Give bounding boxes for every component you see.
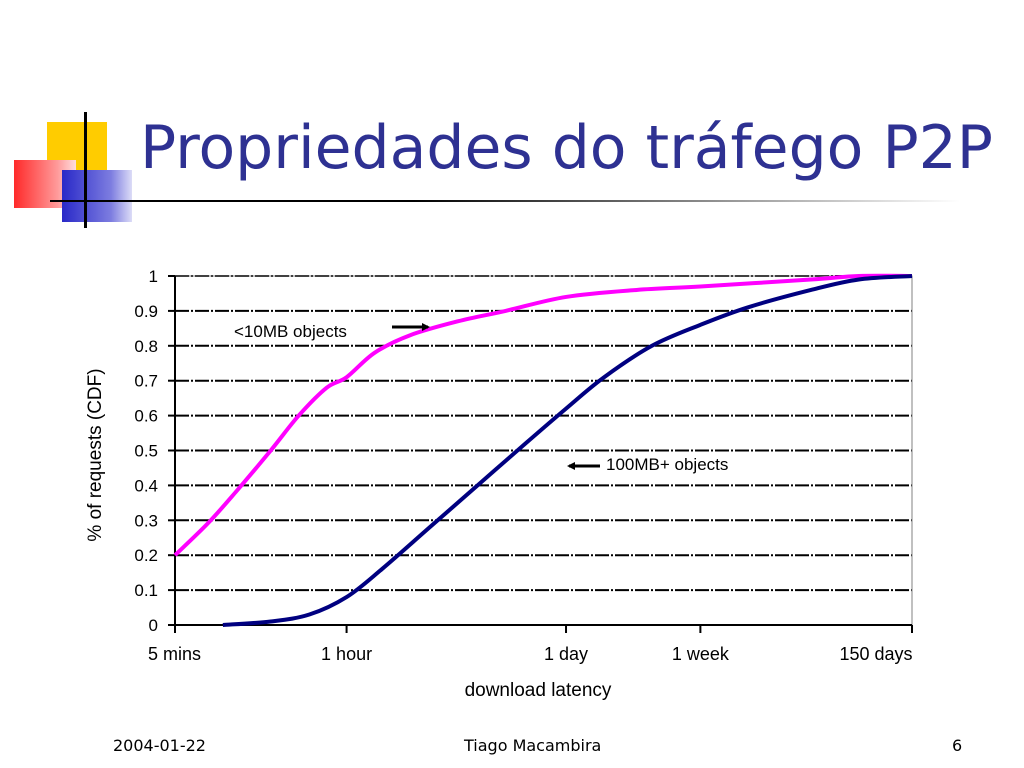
annotation-large-objects: 100MB+ objects	[606, 455, 728, 474]
footer-author: Tiago Macambira	[464, 736, 602, 755]
tick-labels: 0 0.1 0.2 0.3 0.4 0.5 0.6 0.7 0.8 0.9 1 5 mins 1 hou…	[134, 267, 912, 664]
footer-date: 2004-01-22	[113, 736, 206, 755]
logo-vertical-line	[84, 112, 87, 228]
y-tick-label: 1	[149, 267, 158, 286]
page-number: 6	[952, 736, 963, 755]
y-tick-label: 0.8	[134, 337, 158, 356]
x-axis-label: download latency	[465, 680, 612, 701]
y-tick-label: 0.3	[134, 511, 158, 530]
annotation-small-objects: <10MB objects	[234, 322, 347, 341]
y-tick-label: 0.9	[134, 302, 158, 321]
y-tick-label: 0.6	[134, 407, 158, 426]
y-tick-label: 0	[149, 616, 158, 635]
y-tick-label: 0.7	[134, 372, 158, 391]
y-tick-label: 0.4	[134, 476, 158, 495]
axes	[168, 275, 913, 633]
logo-blue-square	[62, 170, 132, 222]
y-tick-label: 0.1	[134, 581, 158, 600]
series-line-small-objects	[173, 273, 913, 557]
logo-horizontal-line	[50, 200, 960, 202]
annotations: <10MB objects 100MB+ objects	[234, 322, 728, 474]
y-axis-label: % of requests (CDF)	[85, 368, 106, 541]
x-tick-label: 150 days	[839, 644, 912, 664]
series-lines	[173, 273, 913, 627]
x-tick-label: 1 day	[544, 644, 588, 664]
x-tick-label: 5 mins	[148, 644, 201, 664]
x-tick-label: 1 hour	[321, 644, 372, 664]
series-line-large-objects	[222, 274, 913, 627]
y-tick-label: 0.5	[134, 442, 158, 461]
x-tick-label: 1 week	[672, 644, 730, 664]
slide-title: Propriedades do tráfego P2P	[140, 113, 993, 183]
y-tick-label: 0.2	[134, 546, 158, 565]
